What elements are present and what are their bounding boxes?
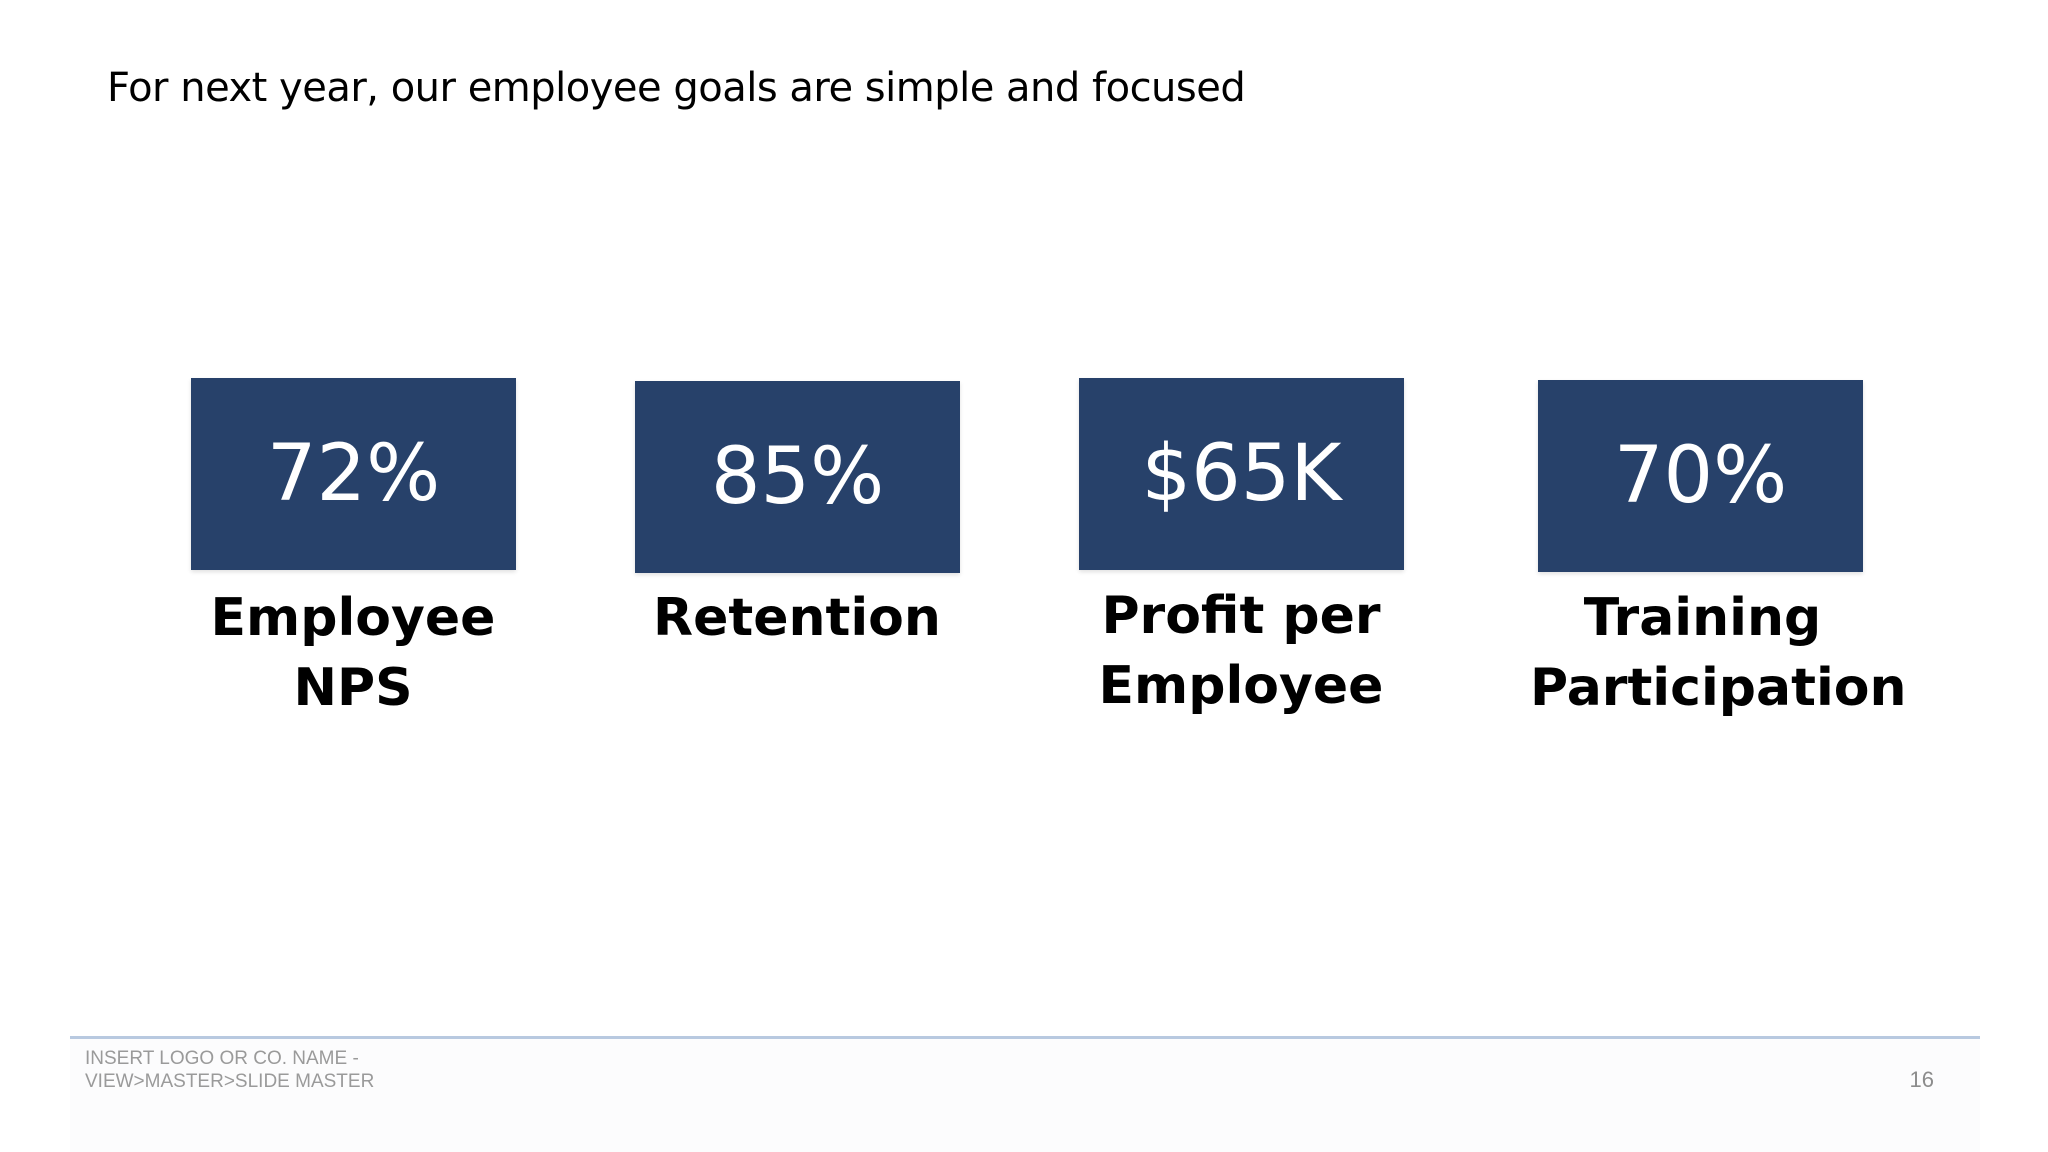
kpi-label-employee-nps: Employee NPS <box>210 588 496 718</box>
kpi-box-employee-nps: 72% <box>191 378 516 570</box>
kpi-label-profit-per-employee: Profit per Employee <box>1098 586 1384 716</box>
kpi-box-retention: 85% <box>635 381 960 573</box>
kpi-value: 85% <box>710 432 885 522</box>
kpi-box-profit-per-employee: $65K <box>1079 378 1404 570</box>
footer-divider <box>70 1036 1980 1039</box>
kpi-label-training-participation: Training Participation <box>1530 588 1907 718</box>
kpi-box-training-participation: 70% <box>1538 380 1863 572</box>
kpi-value: 72% <box>266 429 441 519</box>
kpi-label-retention: Retention <box>653 588 941 648</box>
slide-title: For next year, our employee goals are si… <box>107 65 1246 111</box>
kpi-value: 70% <box>1613 431 1788 521</box>
footer-logo-placeholder: INSERT LOGO OR CO. NAME - VIEW>MASTER>SL… <box>85 1048 375 1092</box>
page-number: 16 <box>1909 1067 1934 1092</box>
footer-band <box>70 1039 1980 1152</box>
kpi-value: $65K <box>1141 429 1342 519</box>
